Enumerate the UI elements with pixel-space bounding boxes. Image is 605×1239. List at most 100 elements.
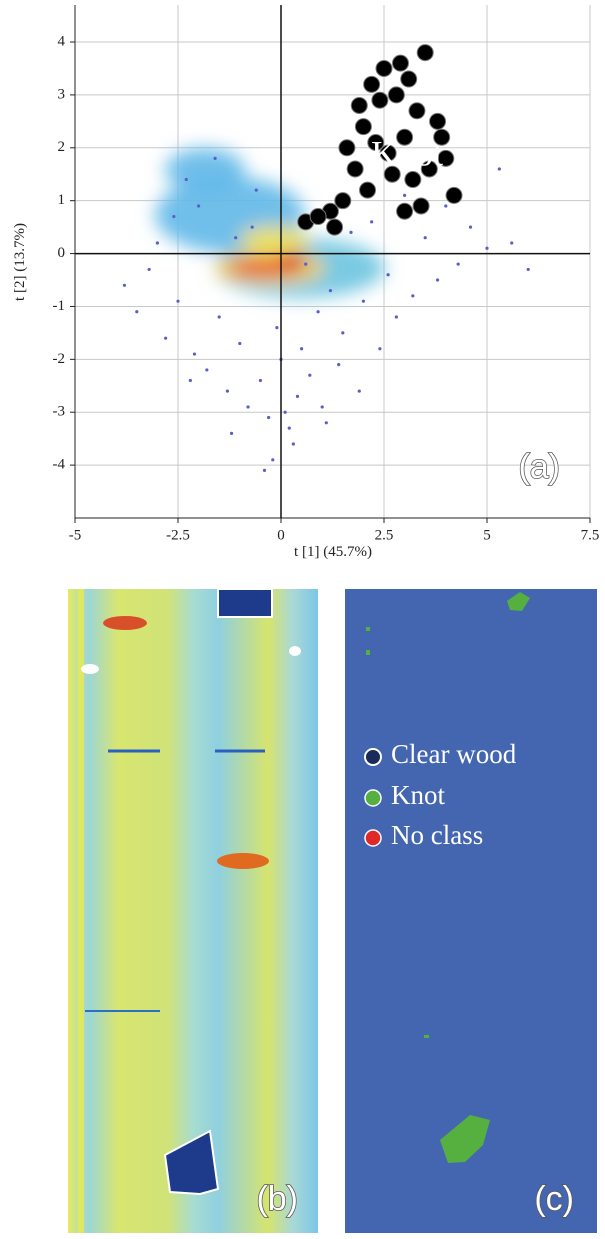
point	[262, 468, 267, 473]
point	[468, 225, 473, 229]
panel-label: (c)	[534, 1180, 574, 1218]
point	[375, 59, 393, 77]
point	[437, 149, 455, 167]
point	[308, 373, 312, 377]
point	[176, 299, 180, 303]
point	[416, 44, 434, 62]
point	[246, 405, 250, 409]
point	[197, 204, 201, 208]
point	[403, 193, 407, 197]
point	[258, 378, 262, 383]
point	[341, 331, 345, 335]
point	[435, 278, 440, 282]
point	[326, 218, 344, 236]
point	[147, 267, 151, 272]
x-tick-label: 5	[483, 527, 491, 543]
y-tick-label: 4	[58, 33, 66, 49]
point	[412, 197, 430, 215]
point	[429, 112, 447, 130]
point	[172, 214, 176, 219]
point	[338, 139, 356, 157]
point	[378, 347, 382, 351]
point	[408, 102, 426, 120]
point	[510, 241, 514, 245]
point	[350, 96, 368, 114]
x-tick-label: 2.5	[375, 527, 394, 543]
panel-label: (a)	[518, 448, 560, 486]
point	[254, 188, 258, 192]
point	[371, 91, 389, 109]
point	[485, 246, 489, 250]
point	[316, 310, 320, 314]
point	[291, 442, 295, 446]
point	[359, 181, 377, 199]
point	[383, 165, 401, 183]
point	[192, 352, 197, 356]
point	[334, 192, 352, 210]
x-axis-title: t [1] (45.7%)	[294, 544, 372, 560]
point	[349, 230, 353, 235]
point	[320, 405, 324, 409]
point	[271, 458, 275, 462]
point	[497, 167, 501, 171]
x-tick-label: -5	[69, 527, 82, 543]
panel-label: (b)	[256, 1180, 298, 1218]
point	[304, 262, 308, 266]
annotation: Knot	[371, 133, 443, 173]
point	[420, 160, 438, 178]
point	[361, 299, 365, 303]
point	[287, 426, 291, 430]
y-tick-label: 2	[58, 139, 66, 155]
point	[122, 283, 127, 287]
point	[205, 368, 209, 372]
y-tick-label: -2	[53, 351, 66, 367]
x-tick-label: 0	[277, 527, 285, 543]
y-tick-label: -1	[53, 298, 66, 314]
point	[213, 156, 217, 160]
point	[267, 415, 271, 420]
point	[275, 326, 279, 330]
point	[295, 394, 300, 398]
point	[324, 421, 328, 425]
x-tick-label: -2.5	[166, 527, 190, 543]
point	[328, 288, 333, 293]
point	[155, 241, 159, 245]
point	[283, 410, 287, 414]
point	[164, 336, 168, 340]
point	[370, 220, 374, 224]
panel-b-image: (b)	[68, 588, 318, 1233]
point	[433, 128, 451, 146]
point	[396, 128, 414, 146]
point	[394, 315, 398, 319]
point	[404, 171, 422, 189]
point	[357, 389, 361, 393]
point	[217, 315, 221, 319]
y-tick-label: -4	[53, 457, 66, 473]
point	[346, 160, 364, 178]
point	[337, 363, 341, 367]
point	[135, 310, 139, 314]
x-tick-label: 7.5	[581, 527, 600, 543]
y-tick-label: -3	[53, 404, 66, 420]
point	[300, 347, 304, 351]
legend-label: No class	[391, 820, 483, 850]
point	[184, 177, 188, 182]
point	[387, 86, 405, 104]
point	[250, 225, 254, 229]
y-tick-label: 0	[58, 245, 66, 261]
point	[391, 54, 409, 72]
y-tick-label: 3	[58, 86, 66, 102]
point	[456, 262, 460, 266]
point	[354, 118, 372, 136]
point	[234, 236, 238, 240]
point	[526, 267, 530, 272]
point	[379, 144, 397, 162]
legend-label: Clear wood	[391, 739, 517, 769]
point	[229, 431, 234, 435]
point	[188, 378, 192, 383]
y-tick-label: 1	[58, 192, 66, 208]
point	[423, 236, 427, 240]
point	[225, 389, 230, 393]
point	[445, 186, 463, 204]
point	[444, 204, 448, 208]
